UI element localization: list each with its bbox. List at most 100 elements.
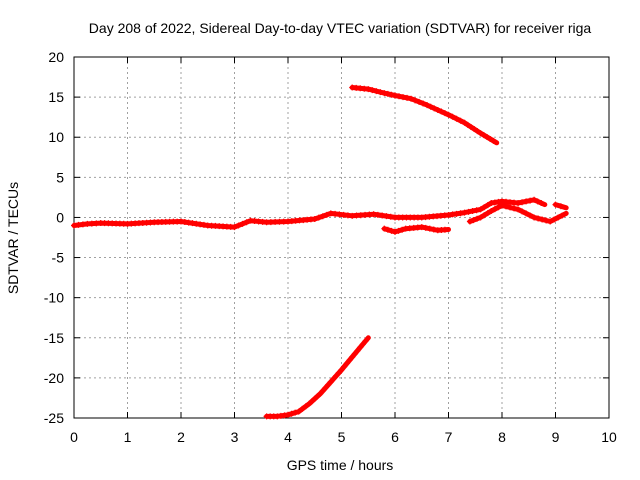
data-point [430,226,437,233]
data-point [359,341,366,348]
x-axis: 0 1 2 3 4 5 6 7 8 9 10 [70,57,617,445]
y-axis: -25 -20 -15 -10 -5 0 5 10 15 20 [44,49,609,426]
data-point [519,199,526,206]
data-point [322,384,329,391]
data-point [515,200,522,207]
data-point [295,408,302,415]
data-point [465,208,472,215]
data-point [474,215,481,222]
data-point [292,409,299,416]
data-point [490,137,497,144]
data-point [325,381,332,388]
data-point [484,202,491,209]
data-point [519,208,526,215]
data-point [381,90,388,97]
x-tick-label: 8 [498,429,506,445]
data-point [555,214,562,221]
data-point [349,354,356,361]
data-point [392,228,398,235]
data-point [369,87,376,94]
data-point [319,213,326,220]
data-point [441,226,448,233]
x-tick-label: 9 [552,429,560,445]
chart-title: Day 208 of 2022, Sidereal Day-to-day VTE… [89,20,592,36]
data-point [434,106,441,113]
data-point [481,212,488,219]
data-point [484,210,491,217]
data-point [457,210,464,217]
data-point [374,211,381,218]
data-point [422,224,429,231]
data-point [503,203,510,210]
data-point [387,213,394,220]
data-point [396,93,403,100]
data-point [538,200,545,207]
data-point [527,197,534,204]
data-point [416,98,423,105]
data-point [499,202,505,209]
data-point [404,94,411,101]
x-tick-label: 4 [284,429,292,445]
data-point [399,226,406,233]
data-point [362,337,369,344]
data-point [477,206,484,213]
x-tick-label: 3 [231,429,239,445]
data-point [484,134,491,141]
y-tick-label: 10 [48,129,64,145]
data-point [445,111,452,118]
x-tick-label: 2 [177,429,185,445]
x-tick-label: 7 [445,429,453,445]
data-point [388,91,395,98]
data-point [311,216,318,223]
y-tick-label: -20 [44,370,64,386]
data-point [400,94,407,101]
data-point [467,123,474,130]
data-point [412,97,419,104]
data-point [335,369,342,376]
data-point [515,206,522,213]
data-point [551,216,558,223]
data-point [457,117,464,124]
data-point [243,219,250,226]
data-point [343,360,350,367]
data-point [559,212,566,219]
data-point [299,405,306,412]
data-point [557,203,564,210]
data-series [71,84,569,420]
x-axis-title: GPS time / hours [287,457,394,473]
data-point [239,220,246,227]
data-point [285,411,291,418]
data-point [534,198,541,205]
grid [74,57,609,418]
data-point [338,366,345,373]
y-tick-label: -25 [44,410,64,426]
data-point [354,347,361,354]
x-tick-label: 0 [70,429,78,445]
series-track-upper [349,85,500,146]
data-point [383,213,390,220]
data-point [441,110,448,117]
data-point [231,224,238,231]
data-point [453,210,460,217]
data-point [449,113,456,120]
data-point [388,227,395,234]
data-point [539,216,546,223]
data-point [302,403,309,410]
x-tick-label: 1 [124,429,132,445]
data-point [424,102,431,109]
data-point [531,196,538,203]
data-point [469,208,476,215]
data-point [453,115,460,122]
data-point [426,225,433,232]
data-point [395,227,402,234]
data-point [547,218,554,225]
data-point [420,100,427,107]
series-track-lower [264,335,371,419]
data-point [480,132,487,139]
data-point [408,95,415,102]
y-tick-label: -10 [44,290,64,306]
data-point [495,204,502,211]
data-point [527,212,534,219]
y-tick-label: -5 [52,250,65,266]
data-point [327,378,334,385]
